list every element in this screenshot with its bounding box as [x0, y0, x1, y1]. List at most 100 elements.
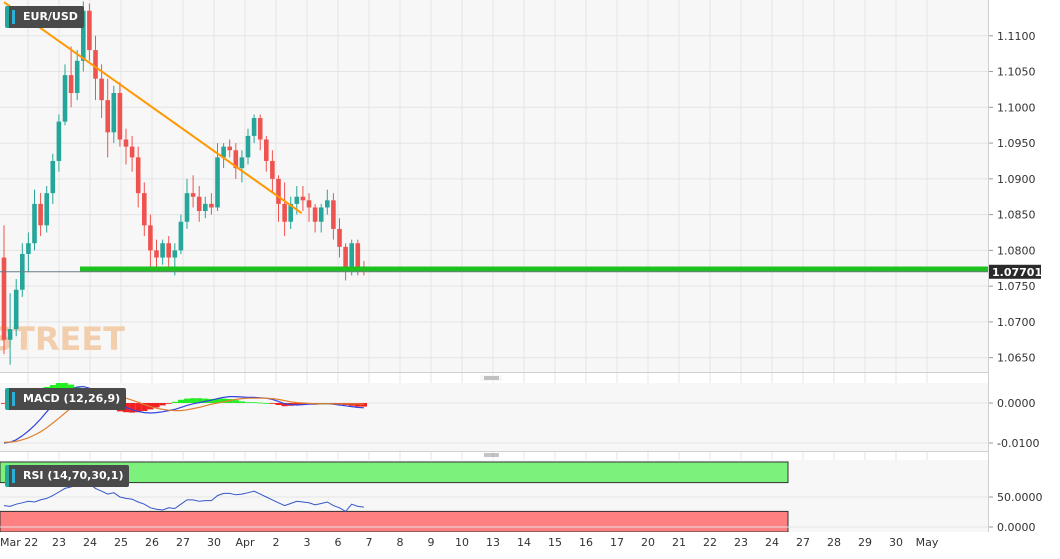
- candle-body: [32, 203, 37, 244]
- candle-body: [38, 203, 43, 226]
- x-tick-label: 23: [52, 536, 66, 549]
- candle-body: [233, 150, 239, 169]
- resize-handle[interactable]: [484, 453, 499, 457]
- macd-histogram-bar: [135, 403, 142, 413]
- x-tick-label: 23: [734, 536, 748, 549]
- candle-body: [337, 228, 342, 247]
- panel-divider: [0, 372, 988, 373]
- candle-body: [74, 60, 80, 93]
- candle-body: [318, 207, 324, 222]
- x-tick-label: 13: [486, 536, 500, 549]
- candle-body: [288, 203, 293, 222]
- candle-body: [99, 78, 104, 101]
- current-price-tag-bg: [989, 264, 1041, 279]
- macd-label[interactable]: MACD (12,26,9): [5, 388, 127, 410]
- macd-panel-bg: [0, 383, 988, 451]
- trend-line: [3, 1, 303, 215]
- candle-body: [44, 193, 49, 226]
- x-tick-label: 15: [548, 536, 562, 549]
- candle-body: [172, 250, 178, 258]
- current-price-value: 1.07701: [992, 266, 1042, 279]
- x-tick-label: 20: [641, 536, 655, 549]
- rsi-y-tick-label: 0.0000: [997, 521, 1036, 534]
- x-tick-label: Apr: [235, 536, 255, 549]
- x-tick-label: 30: [207, 536, 221, 549]
- x-tick-label: 6: [335, 536, 342, 549]
- resize-handle-bg: [480, 375, 502, 381]
- x-tick-label: 7: [366, 536, 373, 549]
- macd-histogram-bar: [220, 398, 227, 403]
- macd-histogram-bar: [165, 403, 172, 404]
- rsi-oversold-zone: [0, 510, 789, 533]
- price-y-tick-label: 1.1100: [997, 30, 1036, 43]
- macd-histogram-bar: [269, 403, 276, 404]
- x-tick-label: 16: [579, 536, 593, 549]
- macd-marker-icon: [12, 392, 15, 406]
- candle-body: [178, 221, 184, 251]
- macd-label-text: MACD (12,26,9): [23, 392, 121, 405]
- x-axis-bg: [0, 532, 1060, 555]
- candle-body: [105, 100, 110, 133]
- macd-histogram-bar: [184, 398, 191, 403]
- rsi-label[interactable]: RSI (14,70,30,1): [5, 465, 130, 487]
- macd-y-axis: 0.0000 -0.0100: [988, 397, 1039, 450]
- rsi-line: [3, 482, 364, 513]
- candle-body: [148, 225, 153, 251]
- candle-body: [251, 118, 257, 136]
- candle-body: [13, 289, 19, 330]
- x-axis: Mar 22 23 24 25 26 27 30 Apr 2 3 6 7 8 9 10 13 14 15 16 17 2…: [0, 536, 939, 549]
- symbol-marker-icon: [12, 10, 15, 24]
- x-tick-label: 3: [304, 536, 311, 549]
- resize-handle[interactable]: [480, 375, 502, 381]
- macd-histogram-bar: [293, 403, 300, 406]
- macd-histogram-bar: [263, 403, 270, 404]
- macd-histogram-bar: [281, 403, 288, 407]
- candle-body: [209, 203, 214, 208]
- candle-body: [50, 160, 56, 194]
- macd-histogram-bar: [159, 403, 166, 406]
- candle-body: [1, 257, 7, 340]
- candle-body: [129, 146, 135, 158]
- x-tick-label: 27: [796, 536, 810, 549]
- macd-histogram-bar: [196, 398, 203, 403]
- candle-body: [184, 193, 190, 222]
- candle-body: [257, 118, 263, 140]
- macd-histogram-bar: [214, 398, 221, 403]
- x-tick-label: May: [916, 536, 939, 549]
- candle-body: [87, 10, 92, 51]
- candle-body: [160, 243, 165, 258]
- candle-body: [264, 139, 269, 161]
- candle-body: [26, 243, 31, 254]
- candle-body: [123, 139, 129, 147]
- macd-histogram-bar: [251, 402, 258, 403]
- macd-histogram-bar: [171, 401, 178, 403]
- current-price-tag: 1.07701: [989, 264, 1042, 279]
- candle-body: [355, 243, 361, 269]
- price-y-tick-label: 1.0800: [997, 244, 1036, 257]
- macd-histogram-bar: [1, 403, 8, 404]
- candle-body: [343, 246, 348, 272]
- candle-body: [117, 93, 123, 140]
- candle-body: [227, 146, 232, 151]
- candle-body: [331, 200, 336, 229]
- macd-histogram-bar: [208, 399, 215, 403]
- macd-histogram-bar: [177, 399, 184, 403]
- macd-histogram-bar: [129, 403, 136, 413]
- x-tick-label: 9: [428, 536, 435, 549]
- candle-body: [312, 207, 318, 222]
- candle-body: [190, 193, 196, 197]
- symbol-label[interactable]: EUR/USD: [5, 6, 84, 28]
- price-y-tick-label: 1.0700: [997, 316, 1036, 329]
- x-tick-label: 21: [672, 536, 686, 549]
- x-tick-label: 8: [397, 536, 404, 549]
- x-tick-label: 25: [114, 536, 128, 549]
- x-tick-label: 17: [610, 536, 624, 549]
- macd-y-tick-label: -0.0100: [997, 437, 1039, 450]
- x-tick-label: 30: [889, 536, 903, 549]
- candle-body: [56, 121, 62, 161]
- macd-histogram-bar: [141, 403, 148, 411]
- price-y-tick-label: 1.0950: [997, 137, 1036, 150]
- rsi-marker-icon: [12, 469, 15, 483]
- candle-body: [215, 157, 220, 208]
